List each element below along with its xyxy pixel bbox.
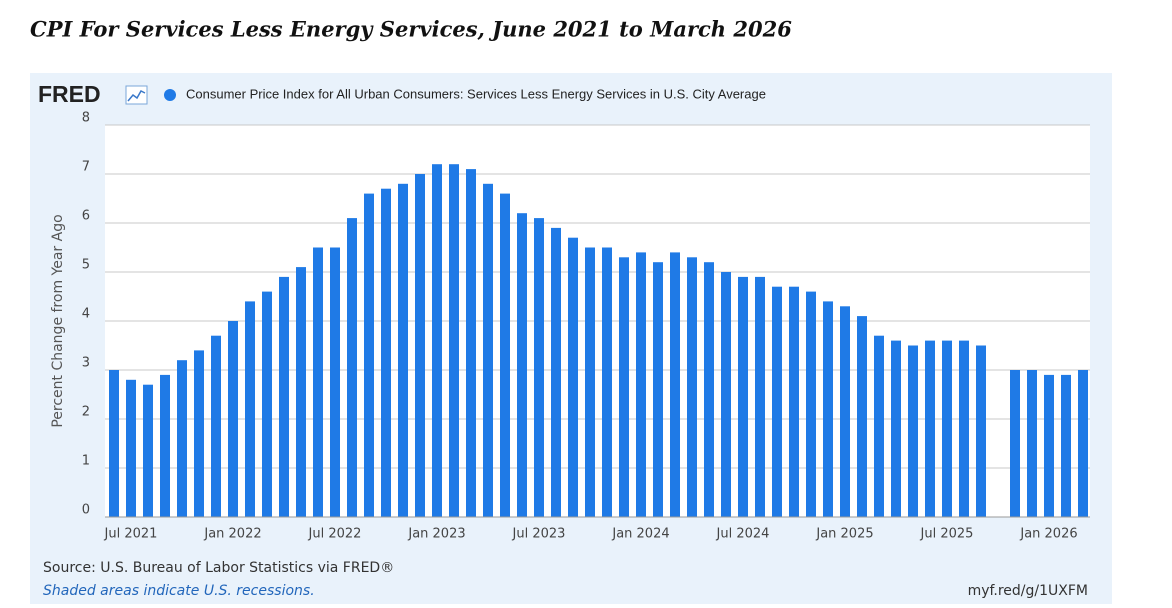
bar (177, 360, 187, 517)
bar (585, 247, 595, 517)
bar (1078, 370, 1088, 517)
bar (891, 340, 901, 517)
chart-title: CPI For Services Less Energy Services, J… (30, 17, 792, 42)
bar (126, 379, 136, 517)
bar (738, 276, 748, 517)
x-tick-label: Jul 2022 (308, 527, 362, 542)
y-tick-label: 7 (82, 160, 90, 175)
bar (823, 301, 833, 517)
y-tick-label: 2 (82, 405, 90, 420)
y-tick-label: 4 (82, 307, 90, 322)
fred-logo: FRED (38, 81, 101, 107)
bar (296, 267, 306, 517)
logo-icon (125, 85, 148, 105)
x-tick-label: Jan 2025 (815, 527, 873, 542)
bar (925, 340, 935, 517)
bar (568, 237, 578, 517)
bar (687, 257, 697, 517)
y-tick-label: 6 (82, 209, 90, 224)
x-tick-label: Jul 2025 (920, 527, 974, 542)
bar (313, 247, 323, 517)
bar (194, 350, 204, 517)
legend-marker (164, 89, 176, 101)
bar (211, 335, 221, 517)
bar (772, 286, 782, 517)
y-axis-label: Percent Change from Year Ago (50, 214, 66, 427)
bar (670, 252, 680, 517)
plot: 0 1 2 3 4 5 6 7 8 Jul 2021 Jan 2022 Jul 2022 Jan 202… (82, 111, 1090, 542)
bar (636, 252, 646, 517)
bar (857, 316, 867, 517)
bar (398, 183, 408, 518)
bar (160, 374, 170, 517)
bar (432, 164, 442, 517)
bar (602, 247, 612, 517)
x-tick-label: Jul 2023 (512, 527, 566, 542)
bar (466, 169, 476, 517)
y-tick-label: 1 (82, 454, 90, 469)
bar (143, 384, 153, 517)
x-tick-label: Jan 2022 (203, 527, 261, 542)
bar (415, 174, 425, 517)
x-tick-label: Jan 2026 (1019, 527, 1077, 542)
bar (874, 335, 884, 517)
bar (330, 247, 340, 517)
bar (364, 193, 374, 517)
bar (245, 301, 255, 517)
bar (653, 262, 663, 517)
bar (449, 164, 459, 517)
bar (1061, 374, 1071, 517)
y-tick-label: 3 (82, 356, 90, 371)
x-tick-label: Jan 2023 (407, 527, 465, 542)
recession-note[interactable]: Shaded areas indicate U.S. recessions. (43, 583, 315, 599)
bar (1027, 370, 1037, 517)
y-tick-label: 8 (82, 111, 90, 126)
bar (976, 345, 986, 517)
bar (483, 183, 493, 518)
bar (840, 306, 850, 517)
bar (347, 218, 357, 517)
y-tick-label: 0 (82, 503, 90, 518)
bar (806, 291, 816, 517)
bar (228, 321, 238, 517)
source: Source: U.S. Bureau of Labor Statistics … (43, 560, 394, 576)
bar (942, 340, 952, 517)
bar (908, 345, 918, 517)
x-tick-label: Jan 2024 (611, 527, 669, 542)
bar (704, 262, 714, 517)
bar (959, 340, 969, 517)
bar (279, 276, 289, 517)
x-tick-label: Jul 2021 (104, 527, 158, 542)
bar (755, 276, 765, 517)
bar (789, 286, 799, 517)
bar (500, 193, 510, 517)
bar (381, 188, 391, 517)
bar (721, 272, 731, 517)
bar (109, 370, 119, 517)
bar (517, 213, 527, 517)
x-tick-label: Jul 2024 (716, 527, 770, 542)
bar (262, 291, 272, 517)
bar (1044, 374, 1054, 517)
bar (534, 218, 544, 517)
bar (1010, 370, 1020, 517)
short-url[interactable]: myf.red/g/1UXFM (968, 583, 1088, 599)
bar (619, 257, 629, 517)
bar (551, 227, 561, 517)
legend-label: Consumer Price Index for All Urban Consu… (186, 86, 766, 101)
y-tick-label: 5 (82, 258, 90, 273)
